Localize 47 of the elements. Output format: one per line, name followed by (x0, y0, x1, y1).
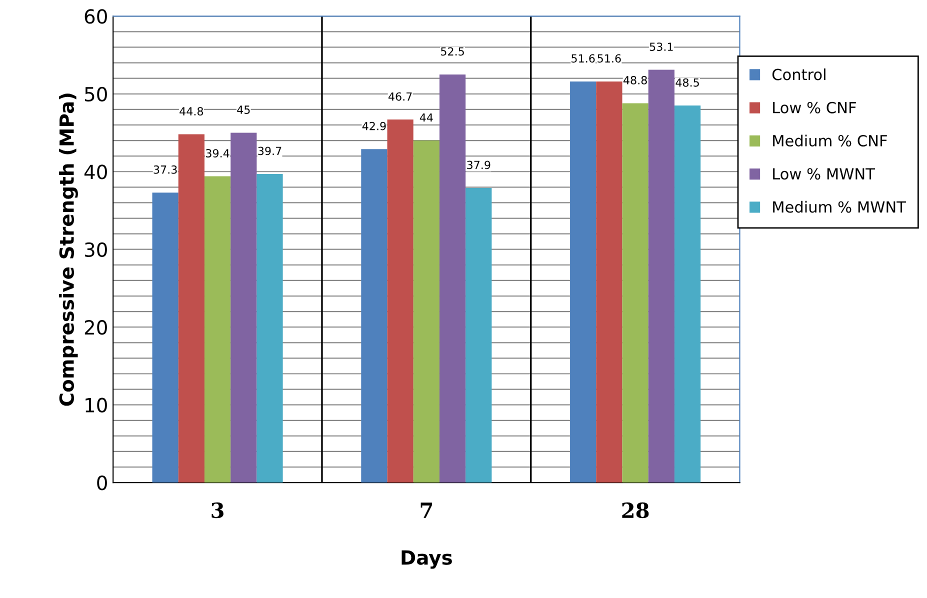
legend-label: Control (772, 68, 826, 80)
y-tick-label: 60 (84, 9, 107, 24)
bar (361, 149, 388, 483)
bar (230, 132, 257, 483)
y-tick-label: 10 (86, 398, 107, 413)
bar (178, 134, 204, 483)
y-axis-title: Compressive Strength (MPa) (58, 94, 78, 406)
data-label: 39.4 (206, 149, 230, 158)
data-label: 51.6 (598, 54, 621, 63)
data-label: 37.9 (467, 160, 490, 170)
bar (466, 188, 492, 483)
data-label: 46.7 (388, 92, 412, 101)
data-label: 53.1 (650, 42, 673, 51)
data-label: 44 (420, 113, 433, 122)
legend-label: Low % CNF (773, 102, 856, 114)
legend-label: Low % MWNT (773, 168, 876, 180)
y-tick-label: 40 (84, 164, 107, 180)
x-tick-label: 3 (212, 502, 224, 518)
data-label: 42.9 (362, 122, 386, 130)
x-tick-label: 7 (420, 502, 432, 518)
bar (648, 70, 674, 483)
bar (439, 74, 466, 483)
legend-label: Medium % MWNT (773, 200, 906, 213)
data-label: 48.8 (623, 76, 647, 84)
x-axis-title: Days (402, 550, 452, 569)
data-label: 37.3 (154, 165, 177, 174)
data-label: 45 (237, 106, 250, 114)
x-tick-label: 28 (622, 502, 649, 518)
y-tick-label: 50 (84, 86, 107, 102)
data-label: 39.7 (258, 146, 282, 156)
data-label: 44.8 (180, 107, 204, 116)
bar (622, 103, 648, 483)
legend-label: Medium % CNF (773, 134, 887, 147)
bar (674, 106, 701, 483)
data-label: 48.5 (676, 78, 699, 87)
bar (204, 176, 231, 483)
bar (570, 81, 596, 483)
y-tick-label: 30 (84, 242, 107, 258)
bar (413, 140, 440, 483)
y-tick-label: 0 (97, 476, 107, 490)
bar (596, 81, 622, 483)
bar (256, 174, 283, 483)
bar (387, 120, 414, 483)
data-label: 52.5 (441, 47, 464, 56)
data-label: 51.6 (572, 54, 595, 63)
bar (152, 192, 178, 483)
y-tick-label: 20 (84, 320, 107, 335)
